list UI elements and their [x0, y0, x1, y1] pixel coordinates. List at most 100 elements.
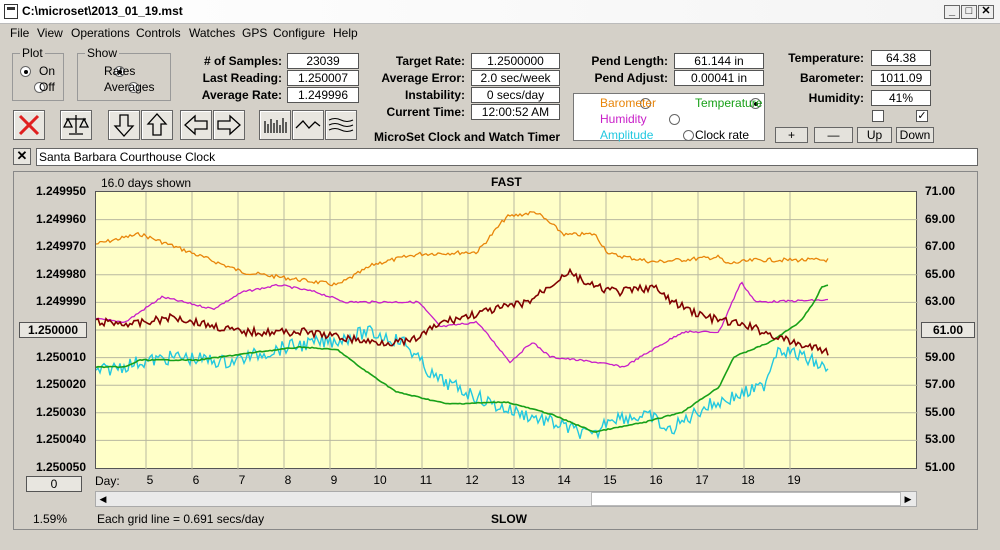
temperature-series [95, 284, 829, 433]
clock-rate-series [95, 267, 829, 356]
day-tick-label: 8 [284, 473, 292, 487]
show-group [77, 53, 171, 101]
wave-icon [328, 118, 354, 132]
day-tick-label: 9 [330, 473, 338, 487]
temperature-radio[interactable] [749, 98, 761, 109]
amplitude-radio[interactable] [683, 130, 695, 141]
day-tick-label: 10 [373, 473, 387, 487]
days-shown-label: 16.0 days shown [101, 176, 192, 190]
show-rates-label: Rates [104, 64, 136, 78]
day-tick-label: 13 [511, 473, 525, 487]
plot-on-radio[interactable] [20, 66, 31, 77]
graph-panel [13, 171, 978, 530]
left-tick-label: 1.250020 [35, 377, 86, 392]
menu-view[interactable]: View [37, 26, 63, 40]
scroll-thumb[interactable] [591, 492, 901, 506]
average-error-value: 2.0 sec/week [471, 70, 560, 86]
plot-on-label: On [39, 64, 56, 78]
show-group-title: Show [85, 46, 120, 60]
current-time-label: Current Time: [386, 105, 465, 119]
maximize-button[interactable]: □ [961, 5, 977, 19]
barometer-value: 1011.09 [871, 70, 931, 86]
humidity-value: 41% [871, 90, 931, 106]
app-icon[interactable] [4, 4, 18, 19]
amplitude-series [95, 325, 829, 440]
right-tick-label: 71.00 [925, 184, 956, 198]
day-tick-label: 19 [787, 473, 801, 487]
day-tick-label: 11 [419, 473, 433, 487]
pend-length-value[interactable]: 61.144 in [674, 53, 764, 69]
down-arrow-button[interactable] [108, 110, 140, 140]
day-label: Day: [95, 474, 120, 488]
balance-button[interactable] [60, 110, 92, 140]
arrow-down-icon [113, 114, 135, 137]
average-rate-label: Average Rate: [201, 88, 282, 102]
close-button[interactable]: ✕ [978, 5, 994, 19]
menu-watches[interactable]: Watches [189, 26, 236, 40]
show-averages-radio[interactable] [128, 82, 140, 93]
checkbox-right[interactable]: ✓ [916, 110, 928, 122]
right-tick-label: 53.00 [925, 432, 956, 447]
plot-off-radio[interactable] [34, 82, 46, 93]
minus-button[interactable]: — [814, 127, 853, 143]
checkbox-left[interactable] [872, 110, 884, 122]
down-button[interactable]: Down [896, 127, 934, 143]
arrow-up-icon [146, 113, 168, 136]
wave-view-button[interactable] [325, 110, 357, 140]
horizontal-scrollbar[interactable]: ◀ ▶ [95, 491, 917, 507]
barometer-series [95, 210, 829, 287]
barometer-radio[interactable] [640, 98, 652, 109]
menu-controls[interactable]: Controls [136, 26, 181, 40]
title-bar: C:\microset\2013_01_19.mst _ □ ✕ [0, 0, 1000, 24]
right-arrow-button[interactable] [213, 110, 245, 140]
menu-gps[interactable]: GPS [242, 26, 268, 40]
left-arrow-button[interactable] [180, 110, 212, 140]
menu-help[interactable]: Help [333, 26, 358, 40]
target-rate-label: Target Rate: [395, 54, 465, 68]
left-tick-label: 1.250040 [35, 432, 86, 447]
day-tick-label: 6 [192, 473, 200, 487]
right-tick-label: 63.00 [925, 294, 956, 309]
left-bottom-value[interactable]: 0 [26, 476, 82, 492]
day-tick-label: 18 [741, 473, 755, 487]
minimize-button[interactable]: _ [944, 5, 960, 19]
show-rates-radio[interactable] [113, 66, 125, 77]
menu-operations[interactable]: Operations [71, 26, 130, 40]
left-tick-label: 1.249980 [35, 266, 86, 281]
samples-value: 23039 [287, 53, 359, 69]
plot-svg [95, 192, 918, 470]
left-tick-label: 1.249950 [35, 184, 86, 198]
stop-button[interactable] [13, 110, 45, 140]
left-tick-label: 1.250030 [35, 404, 86, 419]
left-tick-label: 1.249970 [35, 239, 86, 254]
menu-file[interactable]: File [10, 26, 30, 40]
clear-clock-button[interactable]: ✕ [13, 148, 31, 165]
center-right-value[interactable]: 61.00 [921, 322, 975, 338]
menu-configure[interactable]: Configure [273, 26, 326, 40]
app-label: MicroSet Clock and Watch Timer [374, 130, 561, 144]
scroll-left-icon[interactable]: ◀ [99, 494, 107, 504]
temperature-value: 64.38 [871, 50, 931, 66]
scroll-right-icon[interactable]: ▶ [904, 494, 912, 504]
arrow-left-icon [184, 114, 208, 136]
plus-button[interactable]: + [775, 127, 808, 143]
average-error-label: Average Error: [381, 71, 465, 85]
instability-value: 0 secs/day [471, 87, 560, 103]
clock-name-field[interactable]: Santa Barbara Courthouse Clock [36, 148, 978, 166]
instability-label: Instability: [404, 88, 465, 102]
line-view-button[interactable] [292, 110, 324, 140]
humidity-series [95, 281, 829, 368]
up-button[interactable]: Up [857, 127, 892, 143]
day-tick-label: 14 [557, 473, 571, 487]
right-tick-label: 69.00 [925, 211, 956, 226]
grid-note-label: Each grid line = 0.691 secs/day [97, 512, 265, 526]
show-averages-label: Averages [104, 80, 155, 94]
barometer-option-label: Barometer [600, 96, 657, 110]
bars-icon [264, 118, 287, 133]
barometer-label: Barometer: [799, 71, 864, 85]
humidity-radio[interactable] [669, 114, 681, 125]
up-arrow-button[interactable] [141, 110, 173, 140]
histogram-button[interactable] [259, 110, 291, 140]
center-left-value[interactable]: 1.250000 [19, 322, 87, 338]
target-rate-value[interactable]: 1.2500000 [471, 53, 560, 69]
